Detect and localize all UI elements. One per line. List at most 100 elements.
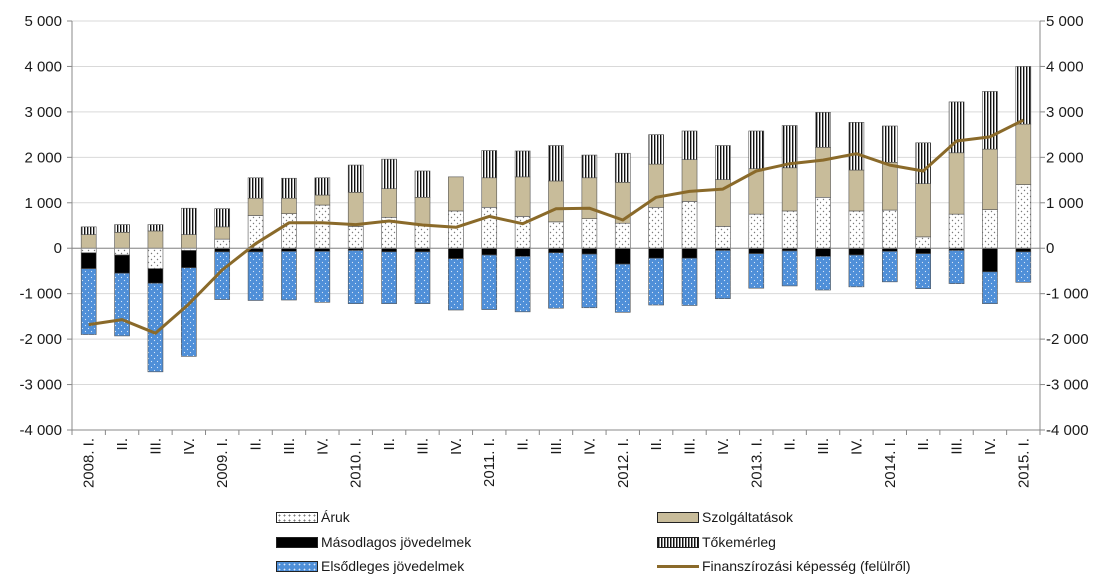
bar-elso — [881, 251, 898, 283]
bar-elso — [347, 250, 364, 304]
x-tick-label: 2010. I. — [348, 438, 365, 488]
bar-masod — [481, 247, 498, 256]
bar-szolg — [214, 226, 231, 240]
bar-masod — [815, 247, 831, 257]
bar-szolg — [848, 169, 865, 212]
x-tick-label: II. — [248, 438, 265, 451]
bar-toke — [581, 154, 598, 179]
bar-toke — [648, 134, 664, 165]
x-tick-label: III. — [949, 438, 966, 455]
bar-szolg — [514, 176, 531, 217]
bar-szolg — [114, 232, 130, 249]
bar-toke — [1015, 66, 1032, 125]
bar-masod — [548, 247, 564, 254]
x-tick-label: 2008. I. — [81, 438, 98, 488]
bar-aruk — [948, 213, 965, 249]
bar-szolg — [915, 183, 931, 238]
bar-toke — [314, 177, 331, 196]
y-tick-label-right: -4 000 — [1046, 422, 1089, 439]
x-tick-label: II. — [782, 438, 799, 451]
bar-aruk — [881, 209, 898, 249]
bar-aruk — [681, 201, 698, 249]
bar-elso — [181, 267, 197, 357]
bar-elso — [548, 252, 564, 309]
bar-elso — [247, 251, 264, 301]
line-finanszirozasi — [88, 118, 1024, 335]
bar-aruk — [214, 238, 231, 249]
bar-szolg — [881, 162, 898, 211]
bar-aruk — [781, 210, 798, 249]
x-tick-label: 2015. I. — [1015, 438, 1032, 488]
y-tick-label-right: 1 000 — [1046, 195, 1084, 212]
bar-szolg — [781, 167, 798, 212]
x-tick-label: III. — [682, 438, 699, 455]
x-tick-label: II. — [515, 438, 532, 451]
bar-szolg — [548, 180, 564, 223]
bar-szolg — [181, 234, 197, 249]
y-tick-label-left: 2 000 — [24, 149, 62, 166]
x-tick-label: II. — [114, 438, 131, 451]
bar-aruk — [548, 221, 564, 249]
y-tick-label-right: -1 000 — [1046, 286, 1089, 303]
bar-elso — [748, 253, 765, 289]
bar-masod — [381, 247, 397, 253]
x-tick-label: IV. — [715, 438, 732, 455]
bar-toke — [514, 150, 531, 178]
bar-toke — [147, 224, 164, 232]
bar-masod — [748, 247, 765, 254]
x-tick-label: II. — [381, 438, 398, 451]
bar-szolg — [448, 176, 464, 212]
y-tick-label-left: -4 000 — [19, 422, 62, 439]
bar-toke — [881, 125, 898, 163]
y-tick-label-right: 3 000 — [1046, 104, 1084, 121]
bar-aruk — [114, 247, 130, 256]
bar-szolg — [347, 192, 364, 227]
bar-aruk — [982, 209, 998, 249]
bar-elso — [448, 258, 464, 311]
bar-aruk — [414, 224, 431, 249]
bar-elso — [114, 272, 130, 337]
bar-masod — [581, 247, 598, 255]
x-tick-label: 2013. I. — [748, 438, 765, 488]
bar-masod — [448, 247, 464, 259]
bar-masod — [982, 247, 998, 273]
bar-szolg — [1015, 123, 1032, 185]
bar-aruk — [848, 210, 865, 249]
bar-elso — [982, 271, 998, 304]
x-tick-label: III. — [414, 438, 431, 455]
bar-elso — [514, 256, 531, 313]
bar-toke — [80, 226, 97, 235]
x-tick-label: III. — [147, 438, 164, 455]
bar-szolg — [314, 194, 331, 206]
bar-toke — [214, 208, 231, 228]
y-tick-label-left: 3 000 — [24, 104, 62, 121]
bar-elso — [848, 254, 865, 288]
bar-szolg — [381, 188, 397, 218]
bar-masod — [414, 247, 431, 253]
x-tick-label: IV. — [581, 438, 598, 455]
bar-toke — [681, 130, 698, 160]
bar-aruk — [314, 204, 331, 249]
y-tick-label-right: -3 000 — [1046, 377, 1089, 394]
bar-toke — [815, 112, 831, 148]
bar-masod — [114, 254, 130, 274]
x-tick-label: 2012. I. — [615, 438, 632, 488]
bar-elso — [815, 256, 831, 291]
bar-masod — [1015, 247, 1032, 253]
bar-toke — [982, 91, 998, 150]
y-tick-label-right: 5 000 — [1046, 13, 1084, 30]
bar-toke — [414, 170, 431, 198]
bar-toke — [915, 142, 931, 184]
bar-aruk — [147, 247, 164, 269]
bar-elso — [481, 254, 498, 310]
y-tick-label-left: 5 000 — [24, 13, 62, 30]
y-tick-label-left: -2 000 — [19, 331, 62, 348]
bar-elso — [648, 257, 664, 306]
bar-toke — [548, 145, 564, 182]
bar-aruk — [915, 236, 931, 249]
bar-elso — [80, 268, 97, 335]
bar-elso — [414, 251, 431, 304]
bar-masod — [681, 247, 698, 259]
